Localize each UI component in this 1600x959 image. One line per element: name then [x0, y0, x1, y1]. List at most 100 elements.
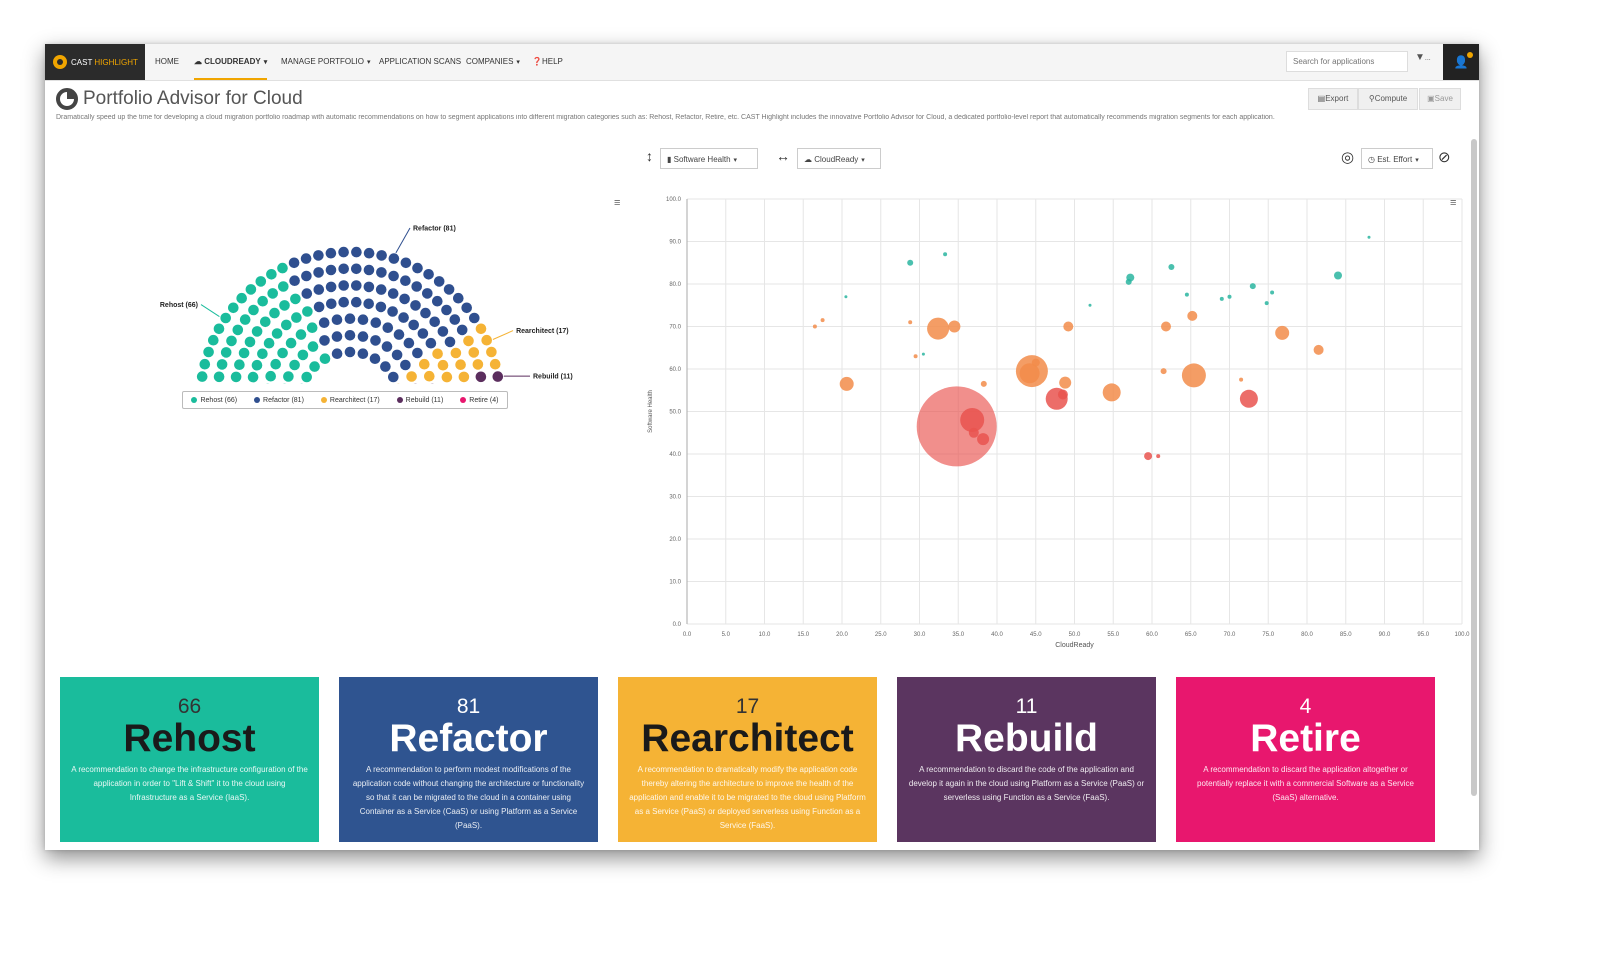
seat-rearchitect[interactable]: [450, 347, 462, 359]
seat-refactor[interactable]: [351, 296, 362, 308]
seat-refactor[interactable]: [393, 329, 405, 340]
seat-refactor[interactable]: [437, 326, 449, 337]
seat-rearchitect[interactable]: [455, 359, 466, 370]
seat-rehost[interactable]: [199, 358, 211, 370]
bubble-point[interactable]: [1031, 358, 1040, 367]
seat-refactor[interactable]: [453, 292, 464, 304]
seat-refactor[interactable]: [363, 264, 375, 276]
seat-rehost[interactable]: [213, 371, 225, 383]
seat-refactor[interactable]: [289, 275, 300, 286]
filter-button[interactable]: ▼...: [1415, 52, 1431, 63]
seat-refactor[interactable]: [444, 336, 456, 348]
seat-rehost[interactable]: [257, 295, 268, 307]
seat-refactor[interactable]: [387, 288, 399, 299]
bubble-point[interactable]: [977, 433, 990, 446]
save-button[interactable]: ▣Save: [1419, 88, 1461, 110]
compute-button[interactable]: ⚲Compute: [1358, 88, 1418, 110]
seat-refactor[interactable]: [469, 312, 480, 324]
seat-refactor[interactable]: [313, 267, 324, 278]
seat-rehost[interactable]: [232, 324, 244, 336]
seat-refactor[interactable]: [338, 296, 349, 308]
seat-refactor[interactable]: [363, 298, 374, 310]
seat-rearchitect[interactable]: [458, 371, 470, 383]
seat-rearchitect[interactable]: [437, 359, 449, 371]
bubble-point[interactable]: [1239, 389, 1258, 408]
seat-rehost[interactable]: [289, 359, 300, 371]
seat-rehost[interactable]: [291, 312, 302, 323]
seat-rearchitect[interactable]: [463, 335, 474, 347]
seat-rehost[interactable]: [319, 353, 331, 364]
seat-rehost[interactable]: [228, 302, 239, 314]
seat-refactor[interactable]: [461, 302, 473, 314]
seat-refactor[interactable]: [376, 250, 387, 261]
seat-refactor[interactable]: [388, 371, 399, 383]
seat-refactor[interactable]: [301, 270, 312, 282]
seat-refactor[interactable]: [326, 298, 337, 310]
seat-rehost[interactable]: [283, 371, 294, 382]
seat-rearchitect[interactable]: [481, 334, 493, 346]
seat-rearchitect[interactable]: [406, 371, 417, 382]
seat-rehost[interactable]: [279, 300, 290, 311]
seat-refactor[interactable]: [344, 346, 356, 358]
seat-refactor[interactable]: [313, 250, 324, 261]
seat-refactor[interactable]: [351, 246, 362, 258]
seat-refactor[interactable]: [363, 247, 375, 259]
seat-refactor[interactable]: [429, 316, 441, 328]
seat-rehost[interactable]: [239, 314, 251, 325]
page-scrollbar[interactable]: [1471, 139, 1477, 796]
seat-refactor[interactable]: [325, 281, 337, 293]
seat-refactor[interactable]: [412, 347, 423, 359]
chart-menu-icon[interactable]: ≡: [614, 197, 621, 209]
seat-refactor[interactable]: [331, 314, 343, 325]
seat-rehost[interactable]: [251, 326, 263, 337]
seat-refactor[interactable]: [370, 335, 381, 346]
bubble-point[interactable]: [1275, 325, 1290, 340]
seat-rearchitect[interactable]: [472, 359, 484, 370]
seat-refactor[interactable]: [403, 337, 415, 349]
seat-refactor[interactable]: [387, 306, 398, 317]
seat-rebuild[interactable]: [492, 371, 504, 382]
seat-refactor[interactable]: [388, 270, 399, 282]
nav-home[interactable]: HOME: [155, 44, 179, 80]
bubble-point[interactable]: [1187, 310, 1198, 321]
seat-rehost[interactable]: [306, 322, 318, 333]
nav-cloudready[interactable]: ☁ CLOUDREADY ▾: [194, 44, 268, 80]
seat-rehost[interactable]: [257, 348, 268, 360]
seat-rehost[interactable]: [260, 316, 271, 328]
seat-rehost[interactable]: [244, 336, 256, 348]
bubble-point[interactable]: [1334, 271, 1342, 280]
seat-rehost[interactable]: [301, 371, 312, 383]
seat-refactor[interactable]: [338, 263, 349, 275]
card-retire[interactable]: 4 Retire A recommendation to discard the…: [1176, 677, 1435, 842]
seat-refactor[interactable]: [380, 361, 391, 372]
seat-rearchitect[interactable]: [424, 370, 435, 382]
seat-rehost[interactable]: [234, 359, 245, 370]
seat-rehost[interactable]: [277, 347, 288, 359]
seat-refactor[interactable]: [301, 288, 313, 299]
seat-refactor[interactable]: [375, 284, 387, 295]
seat-rehost[interactable]: [277, 262, 288, 274]
seat-refactor[interactable]: [400, 275, 411, 286]
seat-refactor[interactable]: [376, 267, 387, 278]
logo[interactable]: CAST HIGHLIGHT: [45, 44, 145, 80]
bubble-point[interactable]: [916, 386, 997, 467]
bubble-point[interactable]: [1313, 344, 1324, 355]
seat-rehost[interactable]: [216, 359, 228, 370]
seat-refactor[interactable]: [417, 328, 429, 339]
seat-rehost[interactable]: [265, 370, 276, 382]
seat-refactor[interactable]: [338, 280, 349, 291]
bubble-point[interactable]: [1057, 389, 1068, 400]
bubble-point[interactable]: [913, 354, 918, 359]
seat-rehost[interactable]: [255, 276, 267, 287]
bubble-point[interactable]: [908, 320, 913, 325]
legend-item-refactor[interactable]: Refactor (81): [254, 397, 304, 404]
seat-refactor[interactable]: [433, 276, 445, 287]
bubble-point[interactable]: [1160, 368, 1167, 375]
user-menu-button[interactable]: 👤: [1443, 44, 1479, 80]
seat-refactor[interactable]: [381, 341, 393, 352]
seat-rearchitect[interactable]: [432, 348, 443, 360]
seat-refactor[interactable]: [363, 281, 375, 293]
seat-refactor[interactable]: [357, 314, 369, 325]
bubble-point[interactable]: [1367, 235, 1371, 239]
bubble-point[interactable]: [1184, 292, 1189, 297]
